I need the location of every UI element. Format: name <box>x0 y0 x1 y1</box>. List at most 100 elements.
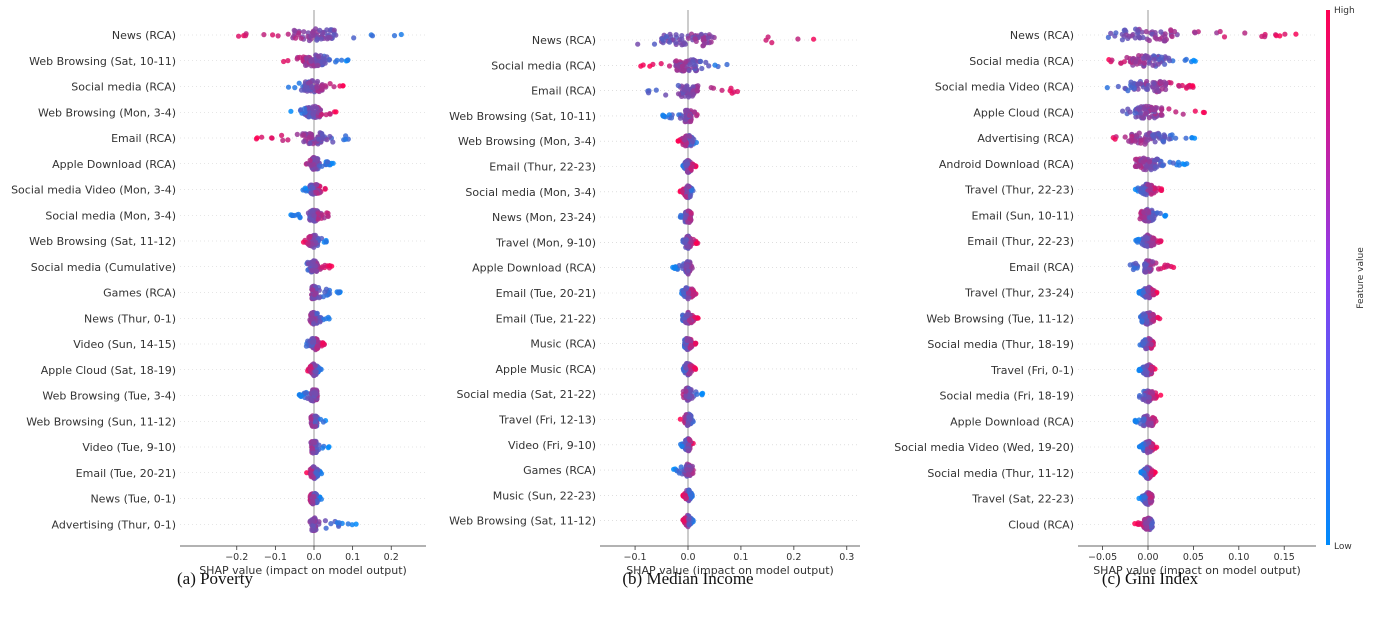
data-point <box>682 41 689 47</box>
data-point <box>1148 366 1154 372</box>
data-point <box>687 133 693 139</box>
feature-label: Social media (Sat, 21-22) <box>457 388 596 401</box>
data-point <box>298 35 304 41</box>
data-point <box>1282 31 1288 37</box>
data-point <box>647 63 653 69</box>
feature-label: Social media (RCA) <box>71 81 176 94</box>
data-point <box>1135 81 1141 87</box>
data-point <box>683 319 689 325</box>
data-point <box>1152 139 1158 145</box>
panel-3: News (RCA) Social media (RCA) Social media… <box>894 10 1316 588</box>
data-point <box>310 111 316 117</box>
data-point <box>1157 210 1163 216</box>
data-point <box>326 316 332 322</box>
data-point <box>683 237 690 243</box>
data-point <box>275 33 281 39</box>
feature-swarm <box>288 103 339 120</box>
data-point <box>1146 440 1152 446</box>
data-point <box>293 35 299 41</box>
data-point <box>261 31 267 38</box>
data-point <box>685 35 692 41</box>
data-point <box>1135 27 1141 33</box>
data-point <box>254 135 260 141</box>
data-point <box>683 58 689 65</box>
panel-caption: (b) Median Income <box>622 569 753 588</box>
data-point <box>724 61 730 68</box>
data-point <box>684 422 691 428</box>
data-point <box>319 163 325 169</box>
data-point <box>685 94 692 100</box>
data-point <box>1156 131 1162 137</box>
data-point <box>706 63 712 69</box>
data-point <box>336 520 342 526</box>
chart-panels: News (RCA) Web Browsing (Sat, 10-11) Socia… <box>11 10 1316 588</box>
data-point <box>673 32 679 38</box>
data-point <box>1145 286 1151 292</box>
data-point <box>1141 396 1147 402</box>
feature-label: Social media (Fri, 18-19) <box>939 390 1074 403</box>
data-point <box>1143 269 1149 275</box>
data-point <box>1173 109 1179 115</box>
data-point <box>690 470 696 476</box>
data-point <box>292 85 298 91</box>
data-point <box>688 187 695 193</box>
data-point <box>1148 420 1154 426</box>
data-point <box>311 493 317 499</box>
data-point <box>645 90 652 96</box>
x-tick-label: 0.1 <box>345 552 360 563</box>
feature-swarm <box>307 309 332 327</box>
data-point <box>391 33 398 39</box>
x-axis-label: SHAP value (impact on model output) <box>199 564 407 577</box>
data-point <box>1168 28 1174 34</box>
feature-swarm <box>1137 206 1169 224</box>
feature-label: Web Browsing (Mon, 3-4) <box>38 106 176 119</box>
data-point <box>672 264 678 270</box>
feature-label: Web Browsing (Sat, 11-12) <box>449 515 596 528</box>
data-point <box>1148 191 1154 197</box>
feature-swarm <box>1120 103 1207 121</box>
data-point <box>1132 418 1138 424</box>
data-point <box>342 136 349 142</box>
data-point <box>1146 115 1152 121</box>
data-point <box>698 58 704 64</box>
feature-label: Cloud (RCA) <box>1008 518 1074 531</box>
data-point <box>398 31 404 38</box>
data-point <box>325 159 331 165</box>
data-point <box>319 111 325 117</box>
data-point <box>1156 56 1162 63</box>
data-point <box>333 59 339 65</box>
data-point <box>339 57 345 63</box>
data-point <box>1150 235 1156 241</box>
feature-swarm <box>253 130 351 147</box>
data-point <box>1148 341 1154 347</box>
data-point <box>1127 262 1133 268</box>
data-point <box>325 445 331 451</box>
data-point <box>1148 185 1154 192</box>
data-point <box>686 184 692 190</box>
data-point <box>269 135 275 141</box>
data-point <box>319 212 325 218</box>
data-point <box>1109 57 1115 63</box>
data-point <box>243 33 249 39</box>
data-point <box>1165 262 1171 268</box>
data-point <box>303 343 309 349</box>
data-point <box>302 185 308 191</box>
feature-swarm <box>680 233 701 251</box>
data-point <box>1183 135 1189 141</box>
feature-label: Music (Sun, 22-23) <box>493 489 596 502</box>
data-point <box>314 78 321 85</box>
data-point <box>1115 83 1121 90</box>
feature-swarm <box>308 438 332 456</box>
feature-swarm <box>660 107 700 125</box>
feature-swarm <box>1138 464 1158 481</box>
data-point <box>687 394 693 400</box>
feature-swarm <box>300 182 328 197</box>
data-point <box>1122 134 1128 140</box>
x-tick-label: 0.10 <box>1228 552 1249 563</box>
data-point <box>1163 212 1169 218</box>
data-point <box>320 340 326 346</box>
data-point <box>686 436 692 443</box>
feature-swarm <box>305 361 324 379</box>
data-point <box>1144 236 1150 242</box>
feature-swarm <box>680 512 696 530</box>
